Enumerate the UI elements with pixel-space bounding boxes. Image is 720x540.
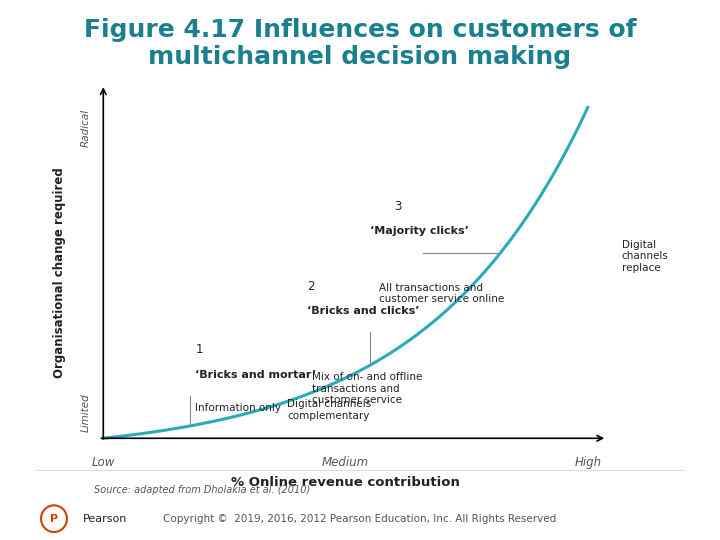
Text: Organisational change required: Organisational change required <box>53 167 66 378</box>
Text: % Online revenue contribution: % Online revenue contribution <box>231 476 460 489</box>
Text: P: P <box>50 514 58 524</box>
Text: Information only: Information only <box>195 403 282 413</box>
Text: 1: 1 <box>195 343 203 356</box>
Text: Copyright ©  2019, 2016, 2012 Pearson Education, Inc. All Rights Reserved: Copyright © 2019, 2016, 2012 Pearson Edu… <box>163 515 557 524</box>
Text: ‘Bricks and clicks’: ‘Bricks and clicks’ <box>307 306 419 316</box>
Text: Figure 4.17 Influences on customers of: Figure 4.17 Influences on customers of <box>84 18 636 42</box>
Text: Radical: Radical <box>81 109 91 147</box>
Text: ‘Majority clicks’: ‘Majority clicks’ <box>370 226 469 236</box>
Text: 2: 2 <box>307 280 314 293</box>
Text: Digital
channels
replace: Digital channels replace <box>621 240 669 273</box>
Text: ‘Bricks and mortar’: ‘Bricks and mortar’ <box>195 369 317 380</box>
Text: multichannel decision making: multichannel decision making <box>148 45 572 69</box>
Text: Low: Low <box>91 456 115 469</box>
Text: Pearson: Pearson <box>83 515 127 524</box>
Text: Mix of on- and offline
transactions and
customer service: Mix of on- and offline transactions and … <box>312 372 422 405</box>
Text: Limited: Limited <box>81 393 91 431</box>
Text: 3: 3 <box>394 200 401 213</box>
Text: Source: adapted from Dholakia et al. (2010): Source: adapted from Dholakia et al. (20… <box>94 485 310 495</box>
Text: High: High <box>575 456 601 469</box>
Text: All transactions and
customer service online: All transactions and customer service on… <box>379 282 505 304</box>
Text: Digital channels
complementary: Digital channels complementary <box>287 400 372 421</box>
Text: Medium: Medium <box>322 456 369 469</box>
